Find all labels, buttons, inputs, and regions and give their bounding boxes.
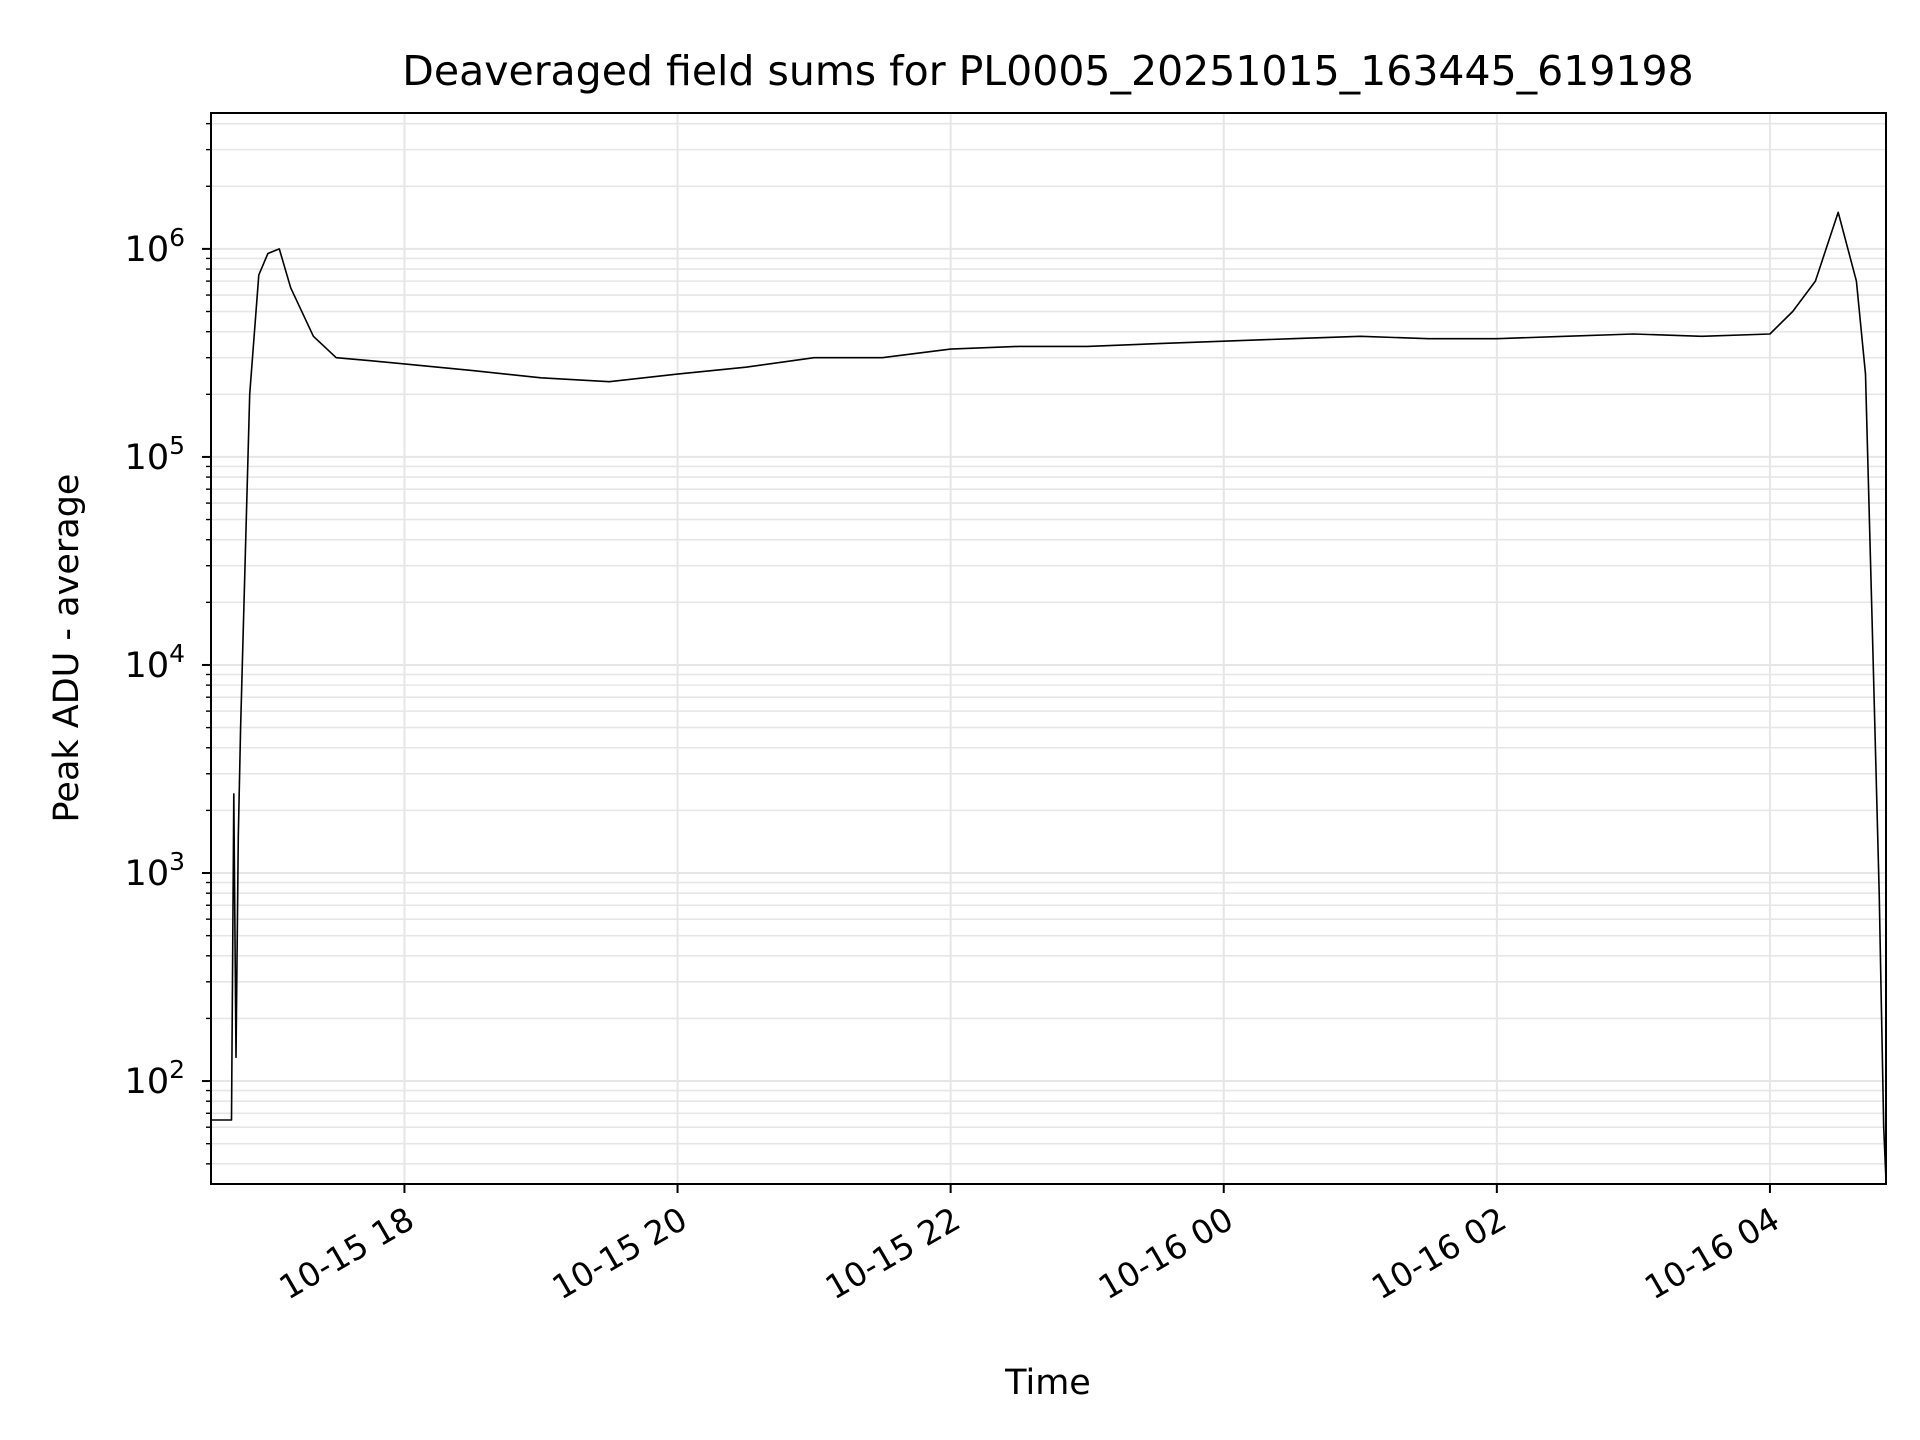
y-tick-label-exponent: 2 [169, 1055, 185, 1084]
y-tick-label: 103 [125, 847, 185, 894]
grid [211, 113, 1886, 1184]
y-tick-label-base: 10 [125, 230, 170, 270]
chart-title: Deaveraged field sums for PL0005_2025101… [402, 47, 1693, 95]
y-tick-label-base: 10 [125, 438, 170, 478]
x-axis-label: Time [1004, 1363, 1091, 1403]
y-tick-label-exponent: 5 [169, 431, 185, 460]
y-tick-label-exponent: 6 [169, 223, 185, 252]
plot-frame [210, 112, 1887, 1185]
series-line [211, 211, 1887, 1182]
y-tick-label: 102 [125, 1055, 185, 1102]
y-tick-label-exponent: 3 [169, 847, 185, 876]
y-tick-label-exponent: 4 [169, 639, 185, 668]
y-axis-label: Peak ADU - average [47, 474, 87, 823]
y-tick-label: 106 [125, 223, 185, 270]
y-tick-label: 105 [125, 431, 185, 478]
y-tick-label-base: 10 [125, 1062, 170, 1102]
y-tick-label-base: 10 [125, 646, 170, 686]
series-layer [211, 211, 1887, 1182]
y-tick-label-base: 10 [125, 854, 170, 894]
y-tick-label: 104 [125, 639, 185, 686]
